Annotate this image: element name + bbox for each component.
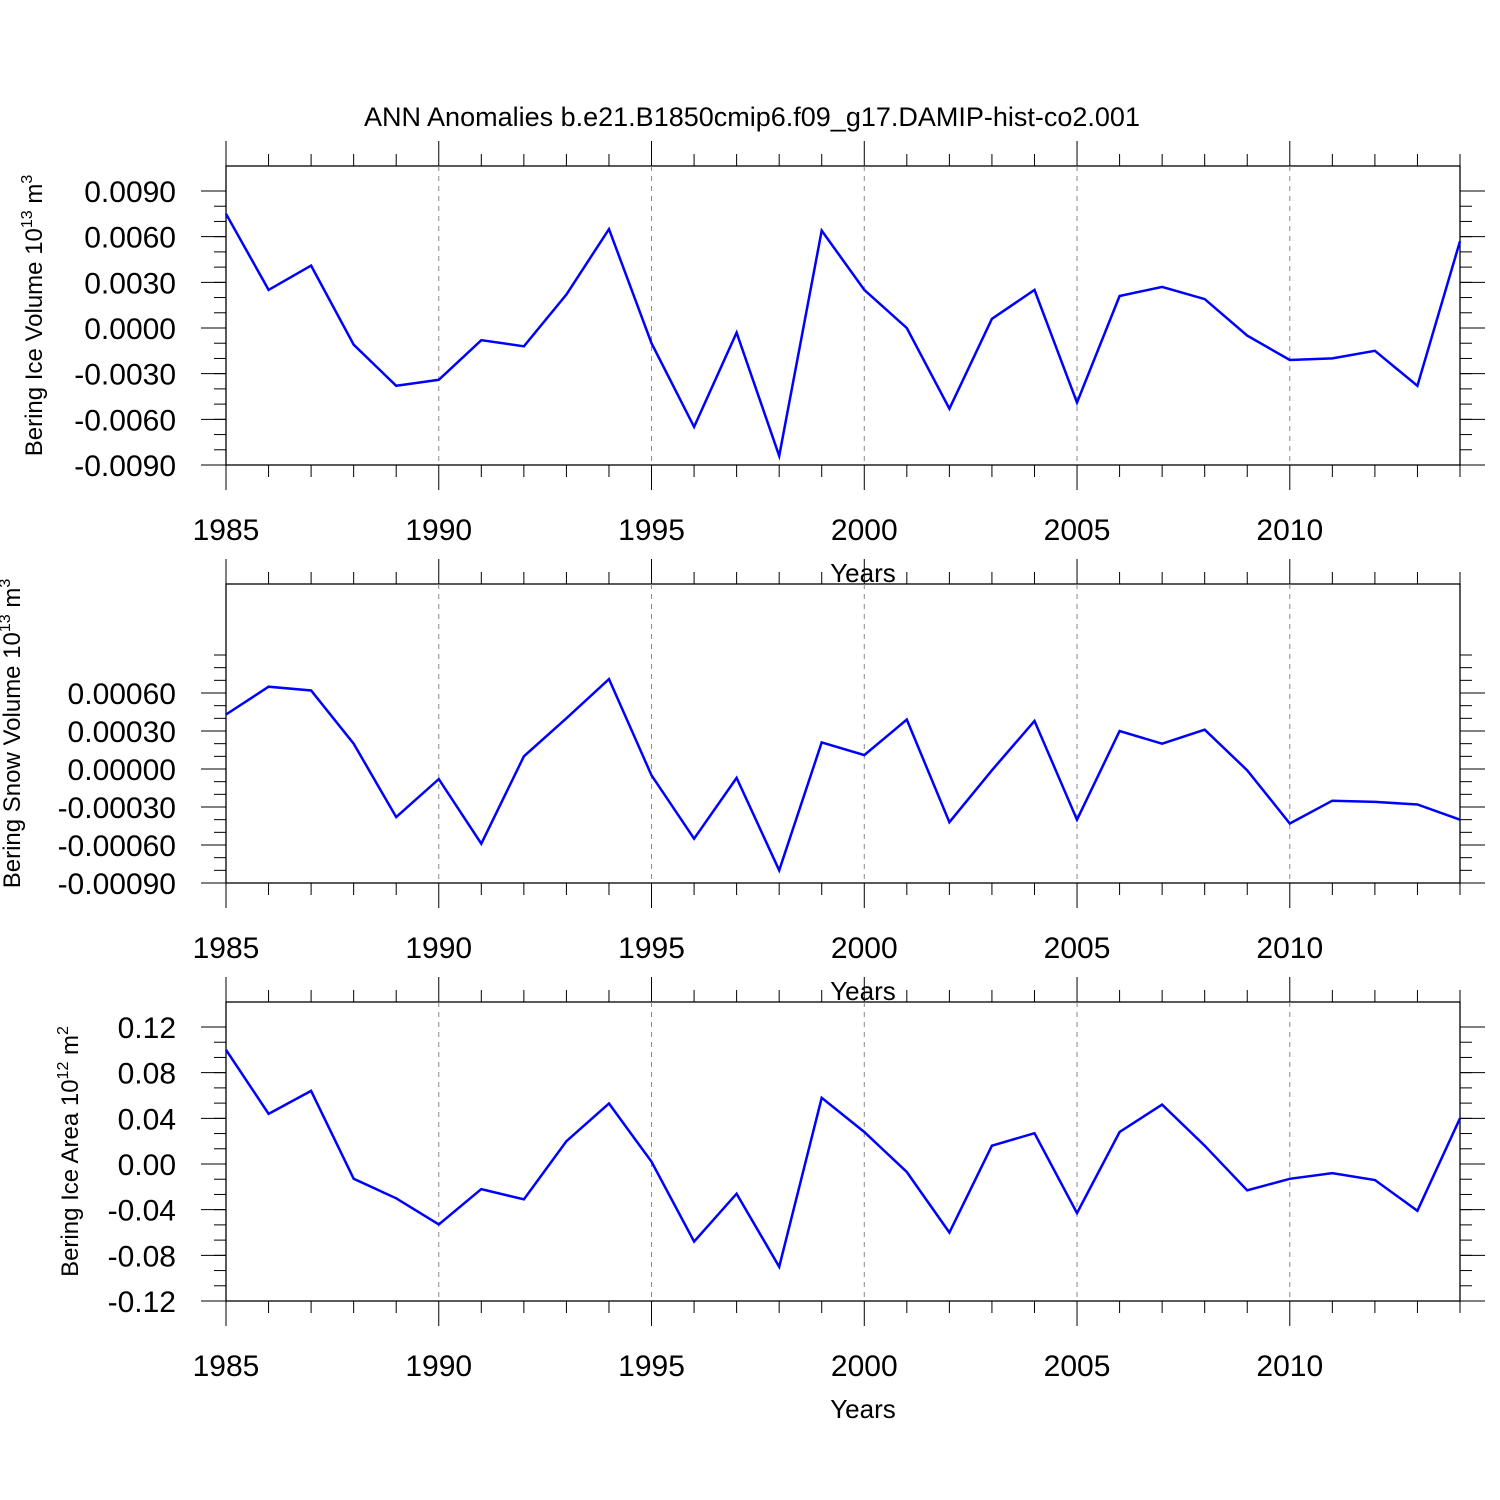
y-axis-title-unit: m xyxy=(21,184,48,211)
panel-3: 1985 1990 1995 2000 2005 2010 0.12 0.08 0.04 0.00… xyxy=(55,977,1485,1424)
y-tick-label: 0.0030 xyxy=(84,267,176,300)
series-line xyxy=(224,1049,1462,1271)
series-line xyxy=(225,676,1461,874)
x-tick-label: 1985 xyxy=(193,514,260,547)
y-tick-label: 0.00000 xyxy=(68,754,176,787)
y-axis-title-text: Bering Ice Area 10 xyxy=(57,1079,84,1276)
y-axis-title-unit: m xyxy=(57,1035,84,1062)
y-tick-label: -0.00060 xyxy=(58,830,176,863)
x-axis-title: Years xyxy=(830,558,896,588)
x-tick-label: 2005 xyxy=(1044,932,1111,965)
y-tick-label: -0.08 xyxy=(108,1240,176,1273)
series-line xyxy=(224,213,1462,461)
x-tick-label: 1995 xyxy=(618,932,685,965)
y-axis-title: Bering Snow Volume 1013 m3 xyxy=(0,579,26,889)
x-tick-label: 2000 xyxy=(831,932,898,965)
x-tick-label: 2010 xyxy=(1256,1350,1323,1383)
y-axis-title-exponent: 13 xyxy=(19,210,36,228)
y-tick-label: -0.00030 xyxy=(58,792,176,825)
y-tick-label: 0.0090 xyxy=(84,176,176,209)
x-tick-label: 2005 xyxy=(1044,514,1111,547)
plot-frame xyxy=(225,583,1461,884)
panels: 1985 1990 1995 2000 2005 2010 0.0090 0.0060 0.00… xyxy=(0,141,1485,1424)
x-tick-label: 2000 xyxy=(831,1350,898,1383)
y-tick-label: -0.0030 xyxy=(74,359,176,392)
y-tick-label: 0.08 xyxy=(118,1058,176,1091)
panel-2: 1985 1990 1995 2000 2005 2010 0.00060 0.00030 0.… xyxy=(0,559,1485,1006)
x-tick-label: 1990 xyxy=(405,1350,472,1383)
y-tick-label: 0.12 xyxy=(118,1012,176,1045)
y-tick-label: -0.0090 xyxy=(74,450,176,483)
x-tick-label: 1995 xyxy=(618,514,685,547)
plot-frame xyxy=(225,1001,1461,1302)
x-tick-label: 1990 xyxy=(405,932,472,965)
x-tick-label: 1985 xyxy=(193,1350,260,1383)
y-tick-label: 0.04 xyxy=(118,1103,176,1136)
y-axis-title-unit-exponent: 3 xyxy=(19,175,36,184)
x-tick-label: 1995 xyxy=(618,1350,685,1383)
y-axis-title-text: Bering Snow Volume 10 xyxy=(0,632,26,888)
x-tick-label: 2005 xyxy=(1044,1350,1111,1383)
y-axis-title-exponent: 12 xyxy=(55,1062,72,1080)
panel-1: 1985 1990 1995 2000 2005 2010 0.0090 0.0060 0.00… xyxy=(19,141,1485,588)
x-tick-label: 1985 xyxy=(193,932,260,965)
y-axis-title-unit: m xyxy=(0,588,26,615)
plot-frame xyxy=(225,165,1461,466)
y-tick-label: 0.0060 xyxy=(84,222,176,255)
y-tick-label: 0.00 xyxy=(118,1149,176,1182)
y-tick-label: -0.04 xyxy=(108,1195,176,1228)
x-axis-title: Years xyxy=(830,1394,896,1424)
y-axis-title: Bering Ice Area 1012 m2 xyxy=(55,1026,84,1277)
x-axis-title: Years xyxy=(830,976,896,1006)
y-axis-title-text: Bering Ice Volume 10 xyxy=(21,228,48,456)
y-axis-title-unit-exponent: 3 xyxy=(0,579,14,588)
chart-title: ANN Anomalies b.e21.B1850cmip6.f09_g17.D… xyxy=(364,102,1140,132)
y-tick-label: 0.00030 xyxy=(68,716,176,749)
x-tick-label: 2000 xyxy=(831,514,898,547)
y-axis-title-unit-exponent: 2 xyxy=(55,1026,72,1035)
y-tick-label: -0.12 xyxy=(108,1286,176,1319)
y-tick-label: 0.0000 xyxy=(84,313,176,346)
x-tick-label: 2010 xyxy=(1256,514,1323,547)
x-tick-label: 2010 xyxy=(1256,932,1323,965)
y-axis-title-exponent: 13 xyxy=(0,614,14,632)
y-tick-label: 0.00060 xyxy=(68,678,176,711)
y-tick-label: -0.0060 xyxy=(74,404,176,437)
y-tick-label: -0.00090 xyxy=(58,868,176,901)
y-axis-title: Bering Ice Volume 1013 m3 xyxy=(19,175,48,457)
x-tick-label: 1990 xyxy=(405,514,472,547)
